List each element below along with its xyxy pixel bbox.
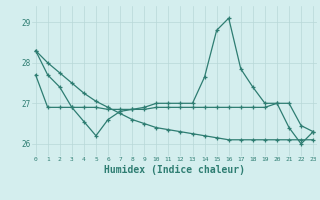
X-axis label: Humidex (Indice chaleur): Humidex (Indice chaleur) [104, 165, 245, 175]
